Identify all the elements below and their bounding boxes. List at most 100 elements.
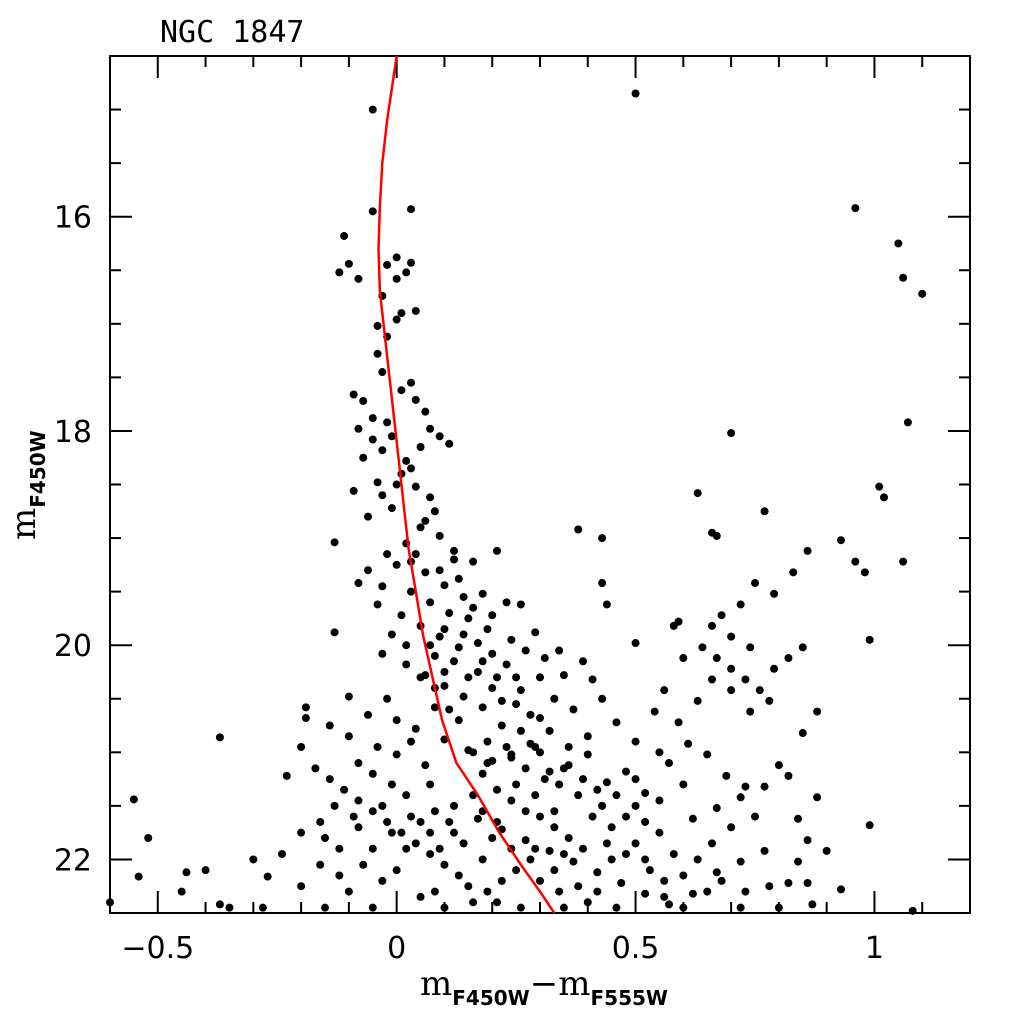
- data-point: [574, 882, 583, 891]
- isochrone-line: [377, 55, 556, 914]
- x-tick-label: 1: [865, 931, 884, 966]
- data-point: [703, 887, 712, 896]
- data-point: [655, 828, 664, 837]
- data-point: [392, 253, 401, 262]
- data-point: [751, 812, 759, 821]
- data-point: [674, 718, 683, 727]
- data-point: [459, 592, 468, 601]
- data-point: [851, 204, 860, 213]
- data-point: [497, 876, 506, 885]
- data-point: [536, 714, 544, 723]
- data-point: [598, 694, 607, 703]
- data-point: [622, 767, 630, 776]
- data-point: [631, 775, 640, 784]
- data-point: [459, 692, 468, 701]
- data-point: [373, 321, 382, 330]
- data-point: [134, 872, 143, 881]
- plot-frame: [109, 55, 971, 914]
- data-point: [660, 892, 669, 901]
- data-point: [875, 482, 884, 491]
- data-point: [803, 836, 812, 845]
- data-point: [407, 587, 415, 596]
- data-point: [454, 716, 463, 725]
- data-point: [440, 860, 449, 869]
- data-point: [368, 807, 377, 816]
- data-point: [741, 675, 750, 684]
- data-point: [373, 349, 382, 358]
- data-point: [335, 844, 344, 853]
- data-point: [426, 828, 435, 837]
- data-point: [368, 414, 377, 423]
- data-point: [378, 801, 387, 810]
- data-point: [397, 386, 406, 395]
- data-point: [894, 239, 903, 248]
- data-point: [426, 850, 435, 859]
- data-point: [798, 643, 807, 652]
- xlabel-sub2: F555W: [590, 986, 667, 1010]
- tick-labels: −0.5 0 0.5 1 16 18 20 22: [54, 201, 884, 966]
- data-point: [378, 876, 387, 885]
- data-point: [813, 707, 822, 716]
- data-point: [899, 273, 908, 282]
- data-point: [488, 684, 497, 693]
- data-point: [392, 866, 401, 875]
- data-point: [512, 673, 521, 682]
- data-point: [368, 207, 377, 216]
- data-point: [416, 673, 425, 682]
- data-point: [502, 660, 511, 669]
- svg-text:mF450W−mF555W: mF450W−mF555W: [420, 964, 668, 1010]
- data-point: [540, 654, 549, 663]
- data-point: [693, 489, 702, 498]
- data-point: [774, 761, 783, 770]
- data-point: [688, 889, 697, 898]
- data-point: [387, 630, 396, 639]
- ylabel-m: m: [4, 508, 44, 540]
- data-point: [693, 855, 702, 864]
- data-point: [469, 557, 478, 566]
- data-point: [459, 630, 468, 639]
- data-point: [349, 390, 358, 399]
- data-point: [555, 780, 564, 789]
- x-axis-label: mF450W−mF555W: [420, 964, 668, 1010]
- data-point: [478, 703, 487, 712]
- data-point: [703, 750, 712, 759]
- data-point: [383, 694, 392, 703]
- x-tick-label: 0.5: [612, 931, 660, 966]
- data-point: [325, 775, 334, 784]
- data-point: [579, 775, 587, 784]
- data-point: [712, 531, 721, 540]
- data-point: [430, 507, 439, 516]
- data-point: [602, 778, 611, 787]
- data-point: [593, 887, 602, 896]
- data-point: [387, 828, 396, 837]
- data-point: [751, 579, 759, 588]
- data-point: [368, 769, 377, 778]
- y-tick-label: 18: [54, 415, 92, 450]
- data-point: [708, 675, 716, 684]
- data-point: [717, 611, 726, 620]
- data-point: [545, 846, 554, 855]
- data-point: [387, 504, 396, 513]
- data-point: [297, 882, 306, 891]
- data-point: [865, 635, 874, 644]
- data-point: [215, 733, 224, 742]
- data-point: [507, 635, 516, 644]
- data-point: [660, 686, 669, 695]
- data-point: [583, 898, 592, 907]
- data-point: [430, 807, 439, 816]
- data-point: [483, 887, 492, 896]
- data-point: [430, 887, 439, 896]
- data-point: [617, 879, 626, 888]
- data-point: [607, 823, 616, 832]
- data-point: [860, 568, 869, 577]
- data-point: [550, 807, 559, 816]
- data-point: [450, 828, 458, 837]
- data-point: [559, 850, 568, 859]
- data-point: [765, 696, 774, 705]
- data-point: [655, 796, 664, 805]
- y-tick-label: 22: [54, 843, 92, 878]
- data-point: [407, 378, 415, 387]
- data-point: [531, 742, 540, 751]
- data-point: [411, 395, 420, 404]
- data-point: [378, 582, 387, 591]
